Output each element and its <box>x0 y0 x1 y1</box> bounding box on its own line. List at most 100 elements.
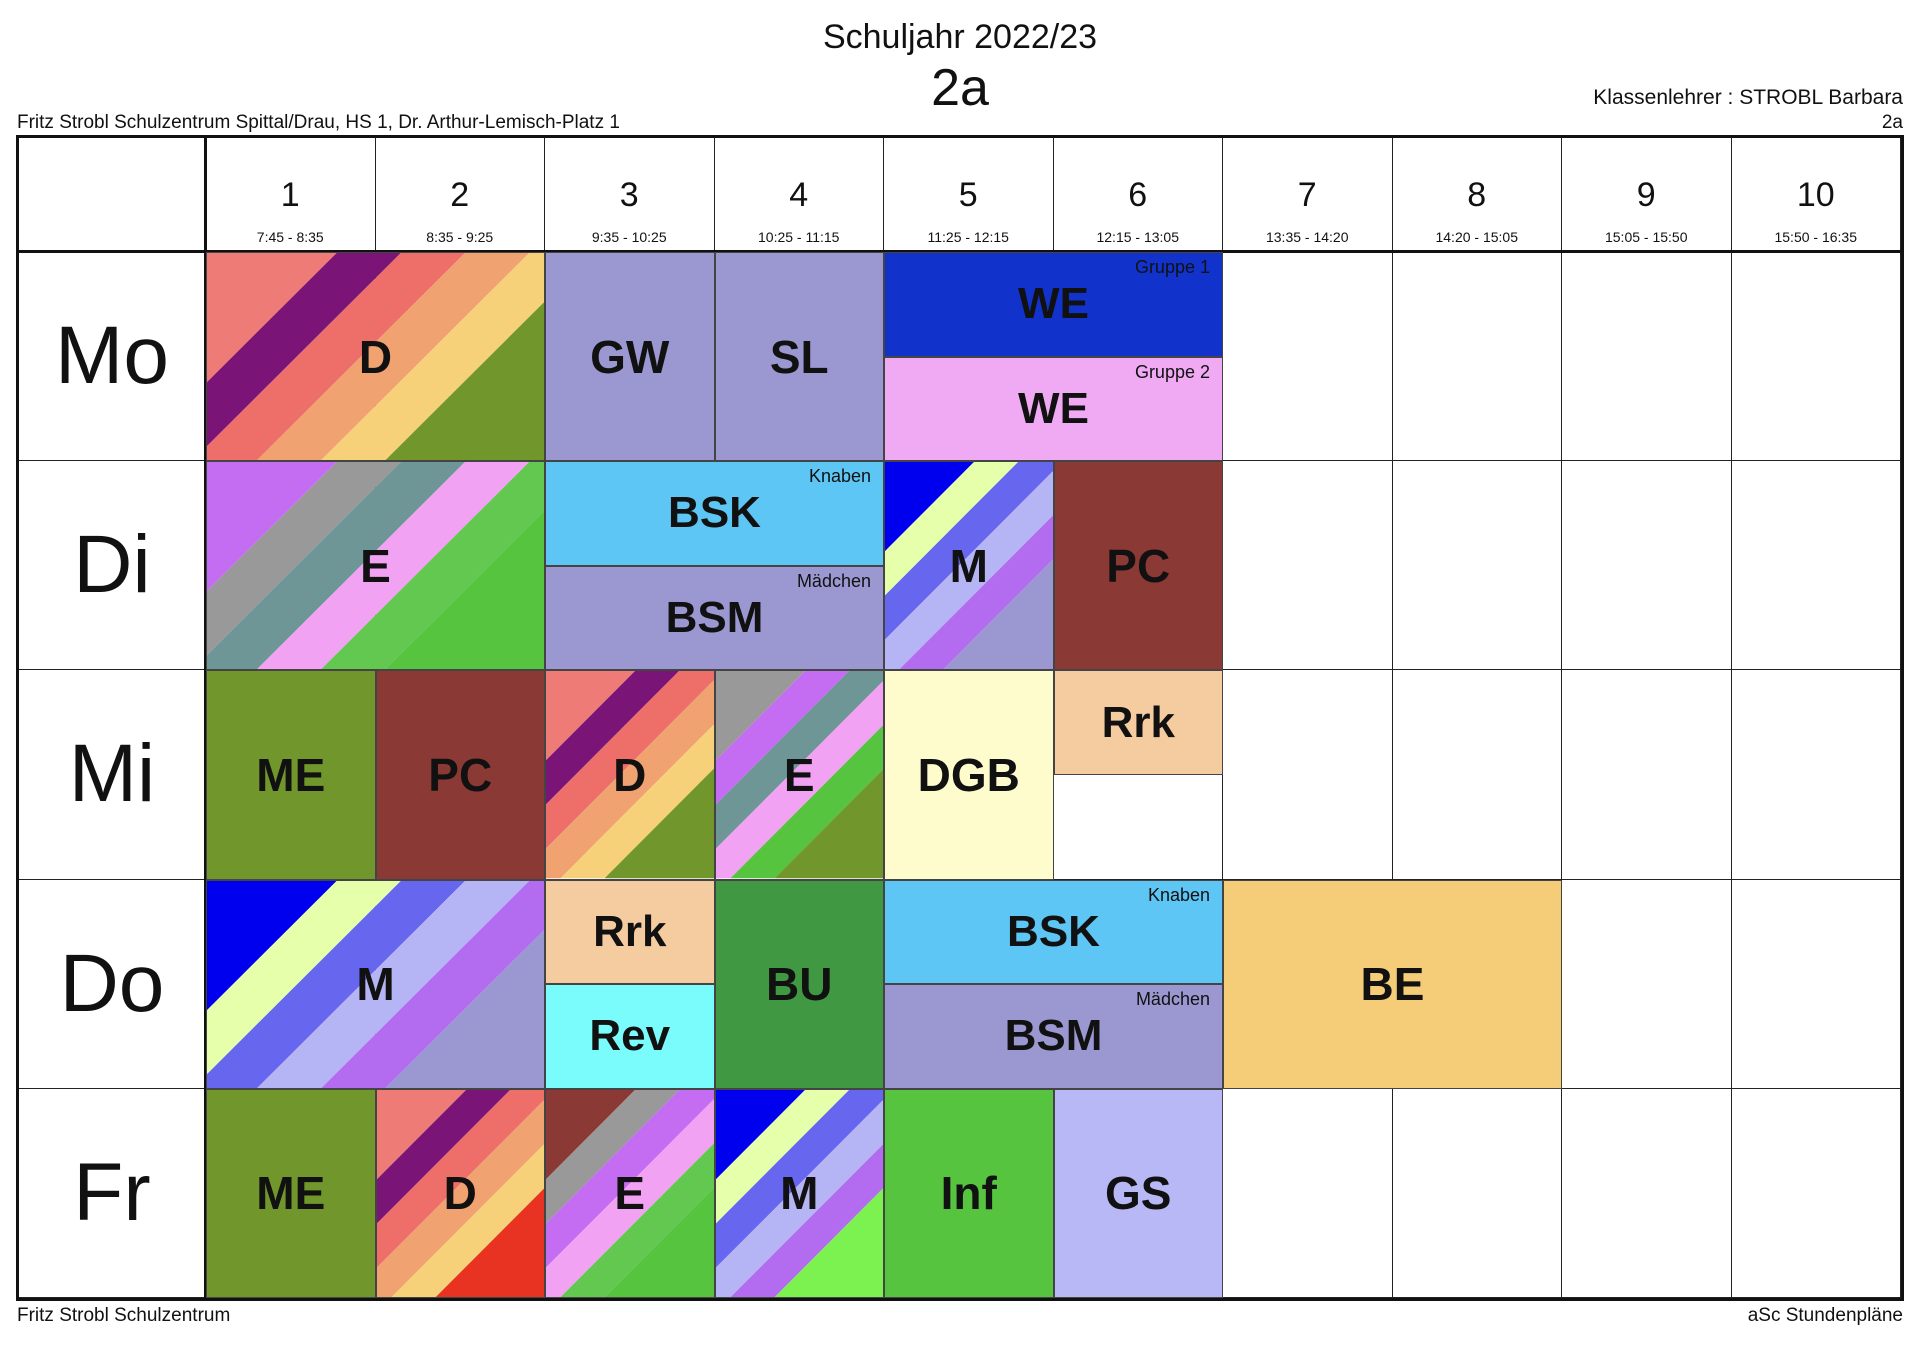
stripe-band <box>385 929 544 1088</box>
lesson-we[interactable]: Gruppe 2 WE <box>884 356 1223 462</box>
lesson-sl[interactable]: SL <box>714 252 884 462</box>
period-time: 7:45 - 8:35 <box>256 229 324 245</box>
period-time: 14:20 - 15:05 <box>1435 229 1518 245</box>
lesson-subject: WE <box>1018 279 1089 329</box>
stripe-band <box>885 462 1019 596</box>
empty-slot <box>1562 252 1732 462</box>
lesson-stripes <box>546 1089 714 1297</box>
stripe-band <box>885 471 1053 670</box>
period-header: 10 15:50 - 16:35 <box>1731 138 1901 252</box>
lesson-bsk[interactable]: Knaben BSK <box>545 461 884 566</box>
lesson-me[interactable]: ME <box>206 670 376 880</box>
empty-slot <box>1731 1088 1901 1298</box>
lesson-group-label: Gruppe 1 <box>1134 257 1210 277</box>
timetable-grid: 1 7:45 - 8:35 2 8:35 - 9:25 3 9:35 - 10:25 4 10… <box>16 135 1904 1301</box>
period-number: 4 <box>789 176 809 214</box>
lesson-rrk[interactable]: Rrk <box>545 879 715 985</box>
period-header: 1 7:45 - 8:35 <box>206 138 376 252</box>
stripe-band <box>391 1143 544 1297</box>
period-number: 5 <box>958 176 978 214</box>
period-number: 6 <box>1128 176 1148 214</box>
lesson-e[interactable]: E <box>714 670 884 880</box>
lesson-subject: WE <box>1018 383 1089 433</box>
lesson-rev[interactable]: Rev <box>545 984 715 1089</box>
lesson-group-label: Knaben <box>1147 884 1210 905</box>
period-number: 1 <box>280 176 300 214</box>
lesson-subject: D <box>613 748 647 801</box>
lesson-subject: GS <box>1105 1167 1172 1220</box>
period-time: 8:35 - 9:25 <box>426 229 494 245</box>
lesson-subject: BSK <box>668 488 761 538</box>
day-label-mi: Mi <box>19 670 206 880</box>
lesson-d[interactable]: D <box>375 1088 545 1298</box>
lesson-gw[interactable]: GW <box>545 252 715 462</box>
lesson-subject: GW <box>590 330 670 383</box>
lesson-bsm[interactable]: Mädchen BSM <box>884 984 1223 1089</box>
stripe-band <box>257 880 530 1088</box>
lesson-group-label: Gruppe 2 <box>1134 361 1210 382</box>
empty-slot <box>1223 461 1393 671</box>
stripe-band <box>385 511 544 670</box>
lesson-pc[interactable]: PC <box>1053 461 1223 671</box>
empty-slot <box>1562 1088 1732 1298</box>
lesson-e[interactable]: E <box>545 1088 715 1298</box>
period-number: 2 <box>450 176 470 214</box>
stripe-band <box>546 681 714 879</box>
lesson-m[interactable]: M <box>206 879 545 1089</box>
period-header: 7 13:35 - 14:20 <box>1223 138 1393 252</box>
stripe-band <box>715 681 883 879</box>
stripe-band <box>560 725 714 879</box>
lesson-bsm[interactable]: Mädchen BSM <box>545 565 884 671</box>
footer-school: Fritz Strobl Schulzentrum <box>17 1305 231 1326</box>
lesson-stripes <box>207 462 544 670</box>
period-number: 10 <box>1796 176 1835 214</box>
lesson-me[interactable]: ME <box>206 1088 376 1298</box>
period-time: 15:50 - 16:35 <box>1774 229 1857 245</box>
lesson-dgb[interactable]: DGB <box>884 670 1054 880</box>
lesson-m[interactable]: M <box>714 1088 884 1298</box>
lesson-subject: D <box>443 1167 477 1220</box>
lesson-e[interactable]: E <box>206 461 545 671</box>
lesson-bu[interactable]: BU <box>714 879 884 1089</box>
period-time: 10:25 - 11:15 <box>758 229 840 245</box>
lesson-group-label: Mädchen <box>1135 989 1210 1010</box>
lesson-subject: ME <box>256 748 326 801</box>
lesson-pc[interactable]: PC <box>375 670 545 880</box>
lesson-subject: E <box>360 539 391 592</box>
lesson-stripes <box>546 671 714 879</box>
lesson-d[interactable]: D <box>545 670 715 880</box>
lesson-stripes <box>207 253 544 461</box>
header-row-divider <box>19 250 1901 253</box>
stripe-band <box>546 1099 714 1297</box>
stripe-band <box>257 462 530 670</box>
stripe-band <box>321 253 544 461</box>
period-number: 9 <box>1636 176 1656 214</box>
empty-slot <box>1223 252 1393 462</box>
lesson-bsk[interactable]: Knaben BSK <box>884 879 1223 985</box>
stripe-band <box>715 1089 883 1268</box>
lesson-we[interactable]: Gruppe 1 WE <box>884 252 1223 357</box>
lesson-d[interactable]: D <box>206 252 545 462</box>
lesson-inf[interactable]: Inf <box>884 1088 1054 1298</box>
day-label-do: Do <box>19 879 206 1089</box>
lesson-gs[interactable]: GS <box>1053 1088 1223 1298</box>
lesson-subject: E <box>783 748 815 801</box>
lesson-subject: DGB <box>917 748 1020 801</box>
day-label-di: Di <box>19 461 206 671</box>
lesson-subject: BSM <box>1004 1011 1103 1061</box>
lesson-subject: Rrk <box>593 906 667 956</box>
lesson-subject: BSK <box>1007 906 1100 956</box>
empty-slot <box>1731 879 1901 1089</box>
period-time: 9:35 - 10:25 <box>591 229 667 245</box>
lesson-stripes <box>207 880 544 1088</box>
period-number: 7 <box>1297 176 1317 214</box>
empty-slot <box>1731 670 1901 880</box>
lesson-subject: BU <box>766 958 833 1011</box>
lesson-subject: M <box>780 1167 819 1220</box>
empty-slot <box>1731 252 1901 462</box>
lesson-m[interactable]: M <box>884 461 1054 671</box>
lesson-rrk[interactable]: Rrk <box>1053 670 1223 775</box>
class-teacher-class: 2a <box>1881 112 1903 133</box>
lesson-be[interactable]: BE <box>1223 879 1562 1089</box>
empty-slot <box>1562 670 1732 880</box>
